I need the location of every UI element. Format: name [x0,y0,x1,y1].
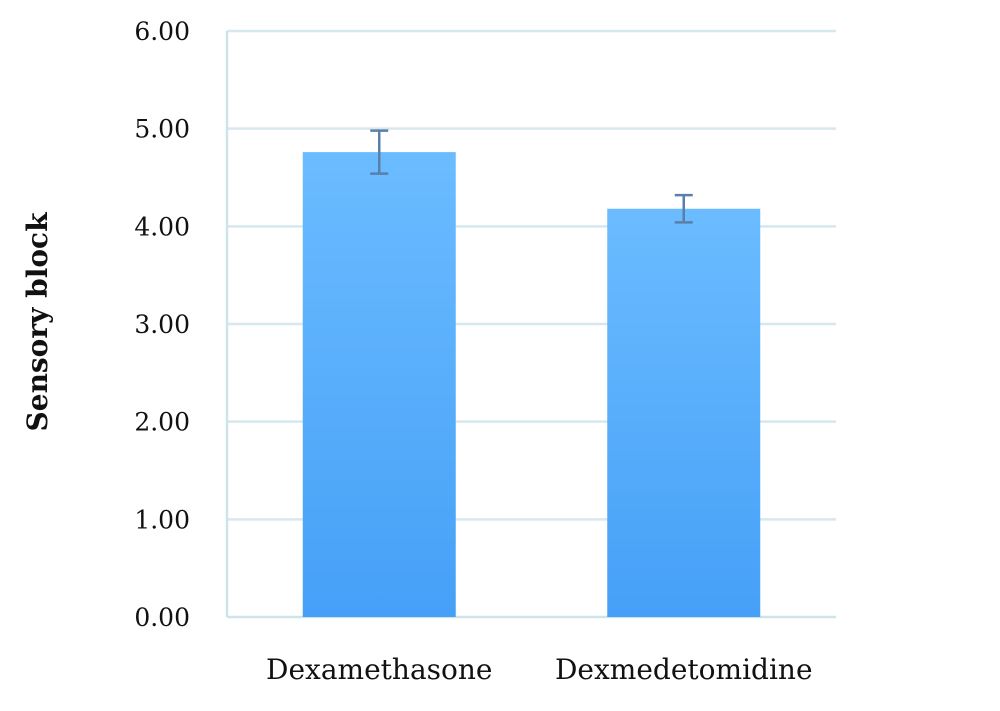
error-bar [674,193,693,224]
bar [302,152,456,617]
y-tick-label: 4.00 [134,212,190,241]
error-bars [370,129,693,224]
y-tick-labels: 0.00 1.00 2.00 3.00 4.00 5.00 6.00 [134,17,190,632]
y-tick-label: 3.00 [134,310,190,339]
y-tick-label: 5.00 [134,115,190,144]
y-tick-label: 6.00 [134,17,190,46]
x-category-labels: Dexamethasone Dexmedetomidine [266,653,812,686]
bar [607,208,761,617]
x-category-label: Dexmedetomidine [555,653,813,686]
y-tick-label: 2.00 [134,408,190,437]
y-tick-label: 0.00 [134,603,190,632]
error-bar [370,129,389,175]
y-axis-title: Sensory block [21,212,54,432]
bars [302,152,761,617]
x-category-label: Dexamethasone [266,653,492,686]
y-tick-label: 1.00 [134,505,190,534]
